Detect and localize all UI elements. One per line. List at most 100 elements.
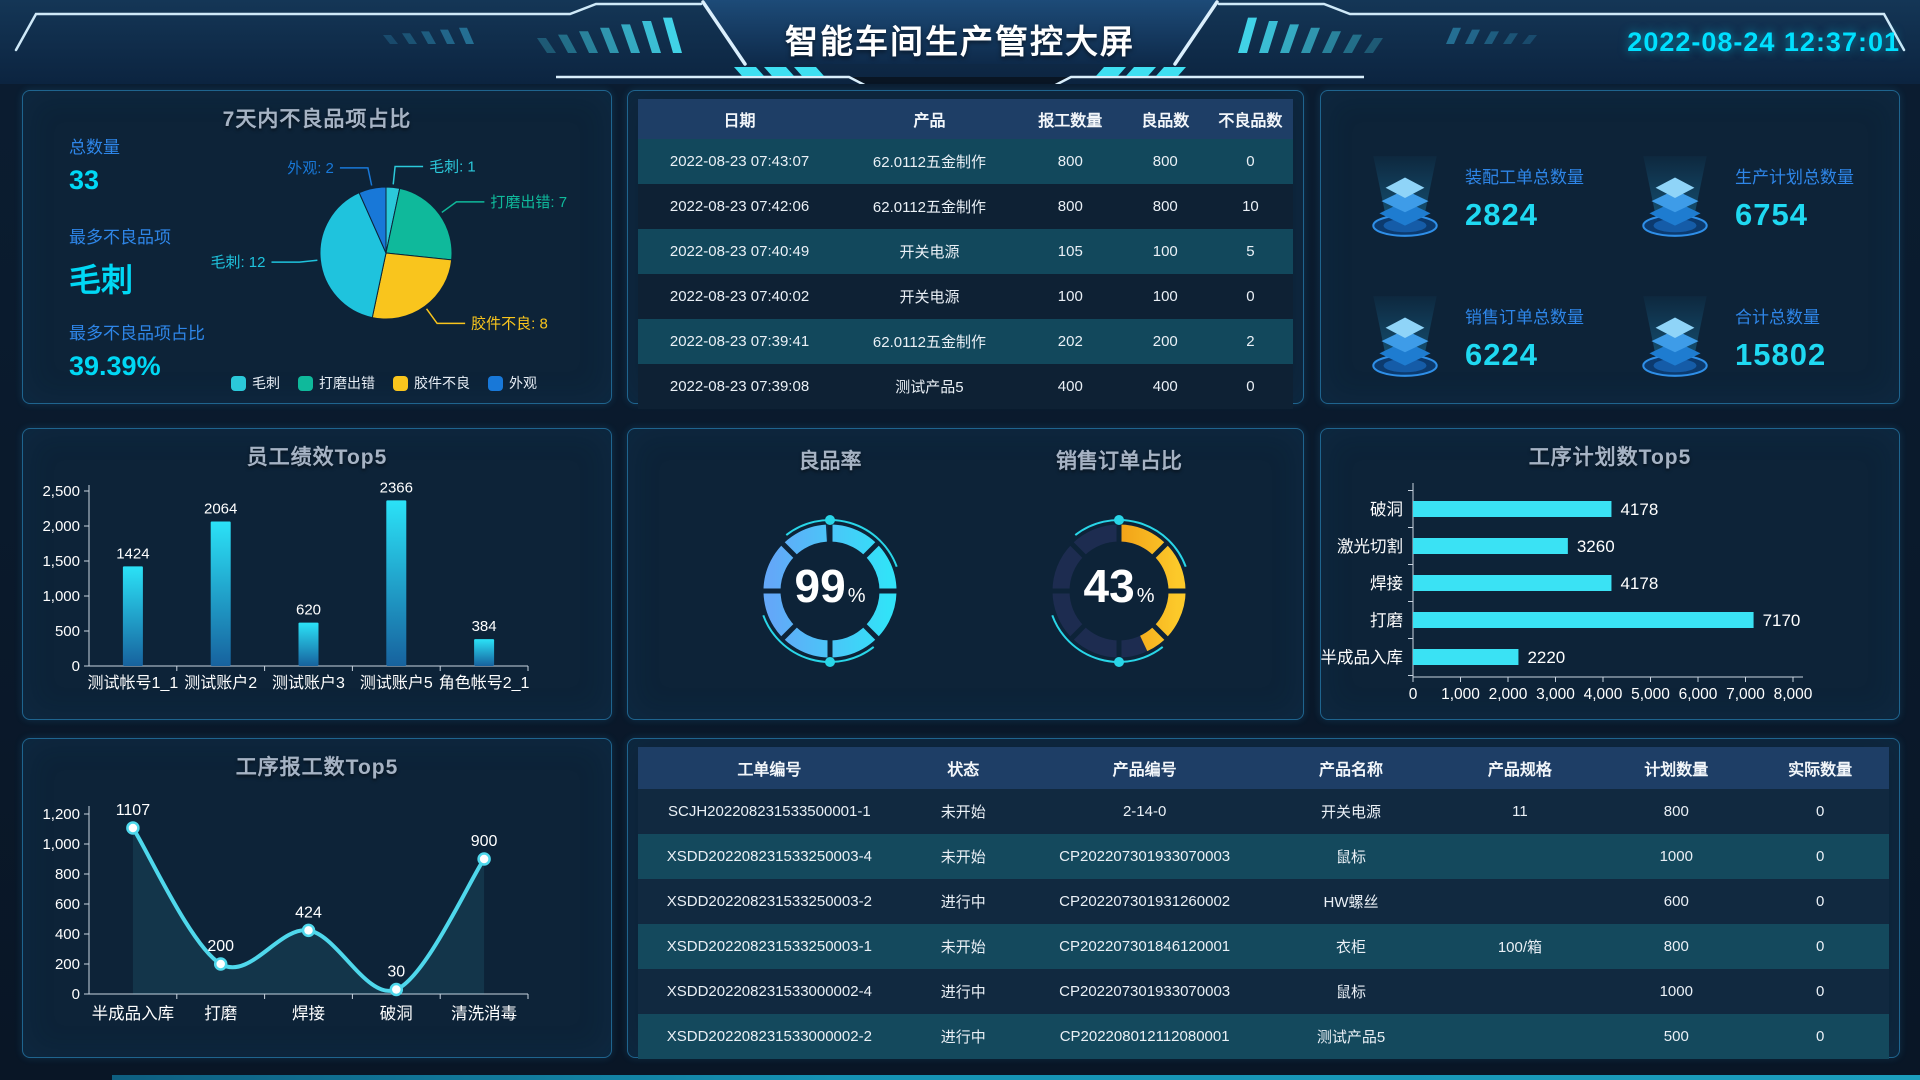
column-header: 不良品数 bbox=[1207, 99, 1293, 139]
table-cell: 100 bbox=[1152, 243, 1178, 260]
yield-rate-value: 99% bbox=[794, 560, 866, 612]
table-cell: 5 bbox=[1246, 243, 1255, 260]
value-label: 4178 bbox=[1620, 500, 1658, 519]
table-cell: 10 bbox=[1242, 198, 1259, 215]
stat-card-production-plan: 生产计划总数量 6754 bbox=[1629, 135, 1899, 261]
production-report-table: 日期 产品 报工数量 良品数 不良品数 2022-08-23 07:43:07 62.011… bbox=[638, 99, 1293, 409]
pie-slice bbox=[319, 192, 387, 319]
category-label: 角色帐号2_1 bbox=[439, 674, 530, 692]
card-label: 装配工单总数量 bbox=[1465, 168, 1584, 187]
table-cell: 2022-08-23 07:42:06 bbox=[669, 198, 810, 215]
table-cell: CP202207301846120001 bbox=[1059, 938, 1231, 955]
pie-label: 毛刺: 12 bbox=[210, 254, 265, 271]
pie-label-line bbox=[392, 165, 424, 185]
page-header: 智能车间生产管控大屏 2022-08-24 12:37:01 bbox=[0, 0, 1920, 84]
work-order-panel: 工单编号 状态 产品编号 产品名称 产品规格 计划数量 实际数量 SCJH2022082315… bbox=[627, 738, 1900, 1059]
x-tick-label: 1,000 bbox=[1441, 686, 1480, 703]
page-title: 智能车间生产管控大屏 bbox=[785, 23, 1135, 60]
y-tick-label: 200 bbox=[55, 956, 80, 973]
panel-title: 7天内不良品项占比 bbox=[222, 108, 412, 131]
performance-bar-chart: 0 500 1,000 1,500 2,000 2,500 1424 测试帐号1_1 2064 测… bbox=[42, 479, 530, 692]
x-tick-label: 8,000 bbox=[1774, 686, 1813, 703]
y-tick-label: 800 bbox=[55, 866, 80, 883]
gauge-title: 销售订单占比 bbox=[1056, 450, 1182, 473]
value-label: 2064 bbox=[204, 501, 237, 518]
work-order-table: 工单编号 状态 产品编号 产品名称 产品规格 计划数量 实际数量 SCJH2022082315… bbox=[638, 747, 1889, 1059]
gauge-dot bbox=[825, 515, 835, 525]
table-cell: 2-14-0 bbox=[1122, 803, 1167, 820]
table-header-row: 日期 产品 报工数量 良品数 不良品数 bbox=[638, 99, 1293, 139]
table-cell: 鼠标 bbox=[1336, 984, 1367, 1001]
data-point bbox=[389, 982, 404, 997]
stat-top-defect: 最多不良品项 毛刺 bbox=[69, 223, 171, 301]
table-cell: 800 bbox=[1057, 153, 1083, 170]
category-label: 清洗消毒 bbox=[451, 1004, 517, 1023]
gauge-rings bbox=[760, 515, 1189, 667]
stat-top-defect-ratio: 最多不良品项占比 39.39% bbox=[69, 319, 205, 382]
table-cell: 0 bbox=[1816, 983, 1825, 1000]
y-tick-label: 2,500 bbox=[42, 483, 80, 500]
table-cell: XSDD202208231533000002-4 bbox=[666, 983, 872, 1000]
legend-swatch bbox=[298, 375, 313, 391]
legend-label: 外观 bbox=[509, 375, 537, 391]
table-cell: 0 bbox=[1246, 378, 1255, 395]
table-cell: 202 bbox=[1057, 333, 1083, 350]
legend-item: 毛刺 bbox=[231, 373, 280, 393]
y-tick-label: 400 bbox=[55, 926, 80, 943]
bottom-accent-bar bbox=[112, 1075, 1920, 1080]
table-cell: 800 bbox=[1663, 938, 1689, 955]
category-label: 焊接 bbox=[292, 1004, 325, 1023]
table-cell: 2022-08-23 07:39:08 bbox=[669, 378, 810, 395]
gauge-deco-arc bbox=[1051, 614, 1164, 663]
table-cell: 测试产品5 bbox=[895, 379, 964, 396]
card-value: 2824 bbox=[1465, 197, 1538, 232]
table-cell bbox=[1439, 969, 1602, 1014]
table-cell: 2022-08-23 07:40:49 bbox=[669, 243, 810, 260]
table-cell: 800 bbox=[1057, 198, 1083, 215]
table-cell: 200 bbox=[1152, 333, 1178, 350]
bar bbox=[386, 500, 407, 666]
pie-slice bbox=[385, 187, 453, 261]
table-cell: 62.0112五金制作 bbox=[872, 334, 987, 351]
stat-card-sales-order: 销售订单总数量 6224 bbox=[1359, 275, 1629, 401]
table-cell: 测试产品5 bbox=[1316, 1029, 1386, 1046]
y-tick-label: 1,000 bbox=[42, 836, 80, 853]
table-cell: 进行中 bbox=[940, 894, 986, 911]
table-cell: 开关电源 bbox=[899, 289, 960, 306]
category-label: 激光切割 bbox=[1337, 537, 1403, 556]
value-label: 7170 bbox=[1763, 611, 1801, 630]
pie-label-line bbox=[271, 259, 318, 263]
table-row: SCJH202208231533500001-1 未开始 2-14-0 开关电源 11 8… bbox=[638, 789, 1889, 834]
defect-ratio-panel: 7天内不良品项占比 毛刺: 1 打磨出错: 7 胶件不良: 8 毛刺: 12 外观: 2… bbox=[22, 90, 612, 404]
pie-label: 外观: 2 bbox=[287, 160, 334, 177]
table-cell: 800 bbox=[1152, 198, 1178, 215]
stat-cards: 装配工单总数量 2824 生产计划总数量 6754 销售订单总数量 6224 合… bbox=[1321, 91, 1899, 403]
table-cell: 11 bbox=[1512, 803, 1528, 820]
legend-swatch bbox=[488, 375, 503, 391]
gauge-title: 良品率 bbox=[798, 450, 862, 473]
table-cell: 进行中 bbox=[940, 1029, 986, 1046]
pie-label: 打磨出错: 7 bbox=[490, 194, 567, 211]
stack-layers-icon bbox=[1359, 152, 1451, 244]
y-tick-label: 1,500 bbox=[42, 553, 80, 570]
table-row: 2022-08-23 07:39:41 62.0112五金制作 202 200 2 bbox=[638, 319, 1293, 364]
table-cell: 未开始 bbox=[940, 939, 986, 956]
value-label: 1424 bbox=[116, 545, 149, 562]
pie-legend: 毛刺 打磨出错 胶件不良 外观 bbox=[173, 373, 595, 393]
legend-swatch bbox=[393, 375, 408, 391]
category-label: 半成品入库 bbox=[92, 1004, 175, 1023]
column-header: 良品数 bbox=[1122, 99, 1208, 139]
legend-label: 胶件不良 bbox=[414, 375, 470, 391]
stat-value: 39.39% bbox=[69, 351, 161, 381]
column-header: 产品编号 bbox=[1025, 747, 1264, 789]
stat-label: 最多不良品项占比 bbox=[69, 324, 205, 343]
value-label: 3260 bbox=[1577, 537, 1615, 556]
category-label: 破洞 bbox=[380, 1004, 413, 1023]
value-label: 424 bbox=[295, 904, 322, 921]
table-cell: SCJH202208231533500001-1 bbox=[668, 803, 871, 820]
card-label: 合计总数量 bbox=[1735, 308, 1820, 327]
card-value: 6224 bbox=[1465, 337, 1538, 372]
value-label: 4178 bbox=[1620, 574, 1658, 593]
table-cell: 100/箱 bbox=[1497, 939, 1543, 956]
table-row: 2022-08-23 07:42:06 62.0112五金制作 800 800 10 bbox=[638, 184, 1293, 229]
